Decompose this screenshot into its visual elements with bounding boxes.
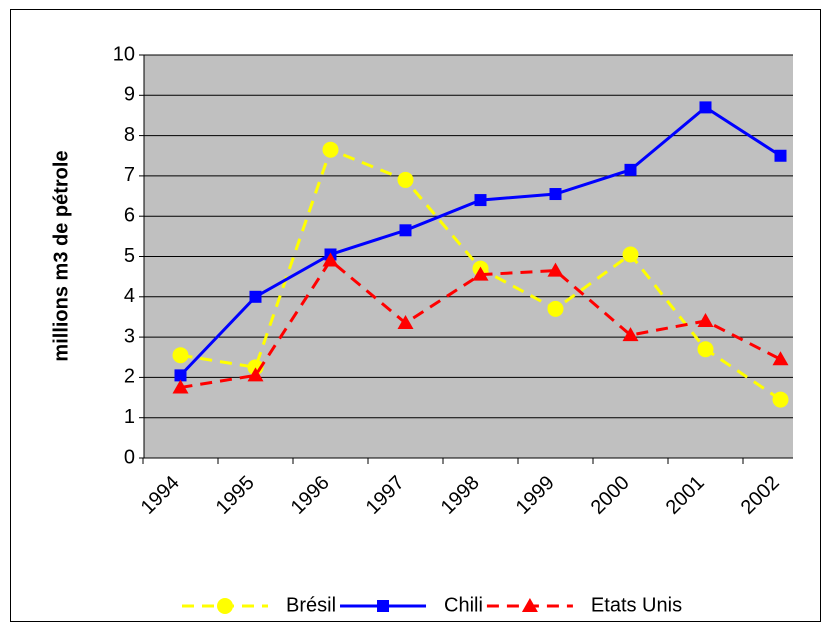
y-tick-label: 7 bbox=[124, 164, 135, 186]
marker bbox=[697, 341, 714, 358]
marker bbox=[699, 101, 712, 114]
marker bbox=[624, 163, 637, 176]
marker bbox=[549, 188, 562, 201]
marker bbox=[322, 141, 339, 158]
y-axis-label: millions m3 de pétrole bbox=[50, 150, 72, 361]
marker bbox=[547, 300, 564, 317]
marker bbox=[521, 598, 538, 612]
marker bbox=[174, 369, 187, 382]
marker bbox=[399, 224, 412, 237]
legend-item: Etats Unis bbox=[486, 594, 682, 616]
y-tick-label: 8 bbox=[124, 124, 135, 146]
marker bbox=[217, 598, 233, 614]
y-tick-label: 6 bbox=[124, 204, 135, 226]
marker bbox=[774, 149, 787, 162]
marker bbox=[377, 600, 390, 612]
marker bbox=[697, 312, 714, 327]
marker bbox=[474, 194, 487, 207]
marker bbox=[772, 391, 789, 408]
marker bbox=[472, 266, 489, 281]
y-tick-label: 1 bbox=[124, 406, 135, 428]
legend-label: Brésil bbox=[286, 594, 336, 616]
legend-label: Chili bbox=[444, 594, 483, 616]
legend-item: Brésil bbox=[182, 594, 336, 616]
y-tick-label: 4 bbox=[124, 285, 135, 307]
y-tick-label: 2 bbox=[124, 366, 135, 388]
marker bbox=[772, 351, 789, 366]
y-tick-label: 5 bbox=[124, 245, 135, 267]
series-line bbox=[180, 258, 782, 389]
legend-item: Chili bbox=[340, 594, 483, 616]
marker bbox=[247, 367, 264, 382]
y-tick-label: 9 bbox=[124, 84, 135, 106]
marker bbox=[397, 171, 414, 188]
marker bbox=[622, 246, 639, 263]
marker bbox=[547, 262, 564, 277]
marker bbox=[172, 379, 189, 394]
marker bbox=[622, 327, 639, 342]
marker bbox=[172, 347, 189, 364]
y-tick-label: 0 bbox=[124, 446, 135, 468]
marker bbox=[322, 252, 339, 267]
marker bbox=[397, 314, 414, 329]
y-tick-label: 10 bbox=[113, 43, 135, 65]
legend-label: Etats Unis bbox=[591, 594, 682, 616]
marker bbox=[249, 290, 262, 303]
y-tick-label: 3 bbox=[124, 325, 135, 347]
